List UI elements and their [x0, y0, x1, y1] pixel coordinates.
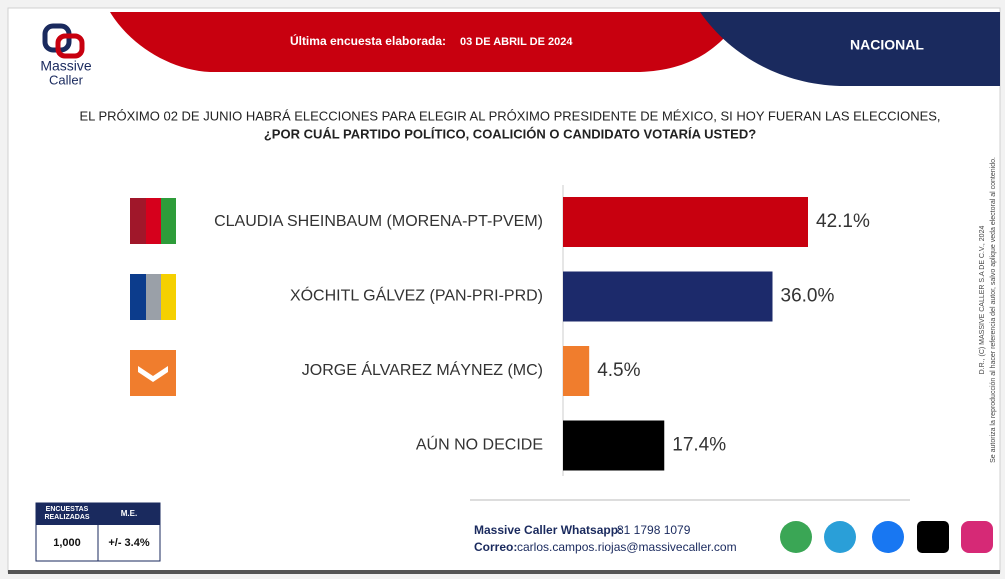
category-label: XÓCHITL GÁLVEZ (PAN-PRI-PRD) — [290, 286, 543, 305]
email: carlos.campos.riojas@massivecaller.com — [517, 540, 737, 554]
side-note: Se autoriza la reproducción al hacer ref… — [990, 157, 997, 463]
side-note: D.R., (C) MASSIVE CALLER S.A DE C.V., 20… — [979, 226, 986, 375]
survey-date: 03 DE ABRIL DE 2024 — [460, 36, 573, 48]
bar — [563, 346, 590, 396]
scope: NACIONAL — [850, 37, 924, 53]
category-label: CLAUDIA SHEINBAUM (MORENA-PT-PVEM) — [214, 213, 543, 230]
telegram-icon[interactable] — [824, 521, 856, 553]
whatsapp-number: 81 1798 1079 — [617, 523, 691, 537]
logo-text: Massive — [40, 58, 92, 74]
party-logo — [130, 274, 176, 320]
instagram-icon[interactable] — [961, 521, 993, 553]
survey-label: Última encuesta elaborada: — [290, 33, 446, 48]
party-logo — [130, 198, 176, 244]
bar — [563, 420, 665, 471]
value-label: 36.0% — [781, 286, 835, 307]
category-label: JORGE ÁLVAREZ MÁYNEZ (MC) — [302, 360, 543, 379]
question-line: EL PRÓXIMO 02 DE JUNIO HABRÁ ELECCIONES … — [79, 108, 940, 123]
table-cell: ENCUESTAS REALIZADAS — [44, 506, 90, 521]
value-label: 42.1% — [816, 211, 870, 232]
logo-text: Caller — [49, 72, 84, 87]
bar — [563, 271, 773, 322]
category-label: AÚN NO DECIDE — [416, 435, 543, 454]
table-value: +/- 3.4% — [108, 537, 149, 549]
card-edge — [8, 570, 1000, 574]
value-label: 4.5% — [597, 360, 640, 381]
question-line: ¿POR CUÁL PARTIDO POLÍTICO, COALICIÓN O … — [264, 126, 756, 141]
x-icon[interactable] — [917, 521, 949, 553]
facebook-icon[interactable] — [872, 521, 904, 553]
whatsapp-icon[interactable] — [780, 521, 812, 553]
table-header-text: ENCUESTAS REALIZADAS — [44, 506, 90, 521]
email-label: Correo: — [474, 540, 517, 554]
party-logo — [130, 350, 176, 396]
bar — [563, 197, 808, 247]
header-blue — [700, 12, 1000, 86]
logo — [42, 23, 85, 59]
table-header-text: M.E. — [121, 509, 137, 518]
header-swoosh — [110, 12, 745, 72]
table-value: 1,000 — [53, 537, 81, 549]
value-label: 17.4% — [672, 435, 726, 456]
whatsapp-label: Massive Caller Whatsapp: — [474, 523, 622, 537]
